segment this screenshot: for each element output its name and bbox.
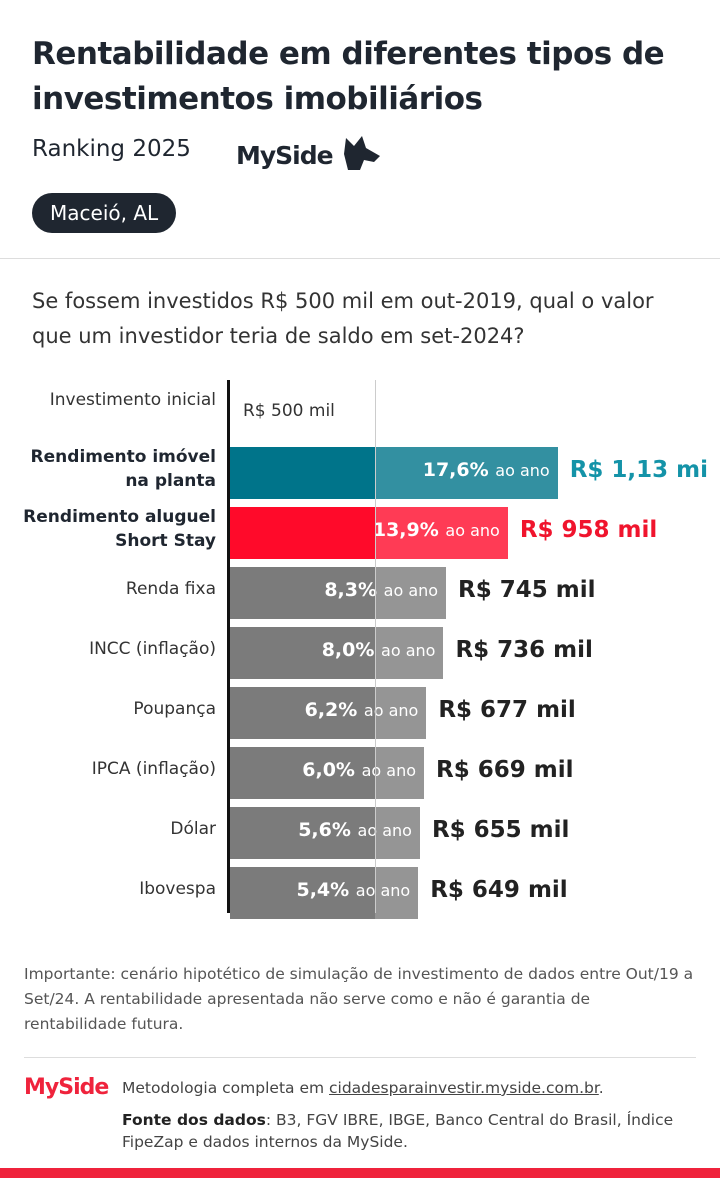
category-label: Rendimento aluguel Short Stay [23,507,216,551]
bar [230,807,420,859]
category-label: Rendimento imóvel na planta [30,447,216,491]
title: Rentabilidade em diferentes tipos de inv… [32,36,665,117]
rate-unit: ao ano [355,881,411,900]
rate: 5,6% [298,819,351,841]
rate-unit: ao ano [363,701,419,720]
category-label: IPCA (inflação) [91,759,216,779]
bar [230,747,424,799]
footer-brand: MySide [24,1075,109,1100]
dog-icon [344,136,381,170]
rate-label: 8,0% ao ano [322,639,436,661]
value-label: R$ 1,13 mi [569,457,709,483]
bar [230,687,427,739]
category-label: Dólar [170,819,216,839]
chart-title: Se fossem investidos R$ 500 mil em out-2… [32,289,654,348]
category-label: INCC (inflação) [89,639,216,659]
rate-unit: ao ano [381,641,436,660]
value-label: R$ 736 mil [455,637,593,663]
rate: 13,9% [372,519,439,541]
bar [230,867,419,919]
category-label: Investimento inicial [49,390,216,410]
rate: 6,0% [302,759,355,781]
rate-label: 8,3% ao ano [324,579,438,601]
rate: 5,4% [296,879,350,901]
rate-label: 5,4% ao ano [296,879,410,901]
note: Importante: cenário hipotético de simula… [24,965,694,1033]
value-label: R$ 649 mil [430,877,568,903]
value-label: R$ 677 mil [438,697,576,723]
value-label: R$ 745 mil [458,577,596,603]
value-label: R$ 669 mil [436,757,574,783]
rate: 17,6% [422,459,489,481]
methodology: Metodologia completa em cidadesparainves… [122,1077,682,1099]
rate: 8,3% [324,579,378,601]
divider [24,1057,696,1058]
bar [230,447,558,499]
brand-logo: MySide [236,134,382,172]
category-label: Renda fixa [125,579,216,599]
source-text: : B3, FGV IBRE, IBGE, Banco Central do B… [122,1111,674,1151]
link[interactable]: cidadesparainvestir.myside.com.br [329,1079,599,1097]
subtitle: Ranking 2025 [32,136,191,162]
chart: Investimento inicial R$ 500 mil Rendimento… [23,380,709,919]
bottom-strip [0,1168,720,1178]
rate-label: 6,0% ao ano [302,759,416,781]
rate-label: 17,6% ao ano [423,459,550,481]
initial-label: R$ 500 mil [243,401,335,421]
value-label: R$ 655 mil [431,817,570,843]
bar [230,567,447,619]
reference-line [375,380,376,913]
source-label: Fonte dos dados [122,1111,266,1129]
divider [0,258,720,259]
rate: 8,0% [321,639,375,661]
rate-unit: ao ano [383,581,439,600]
bar [230,627,444,679]
rate-label: 13,9% ao ano [373,519,500,541]
rate-unit: ao ano [361,761,417,780]
bar [230,507,508,559]
category-label: Ibovespa [139,879,216,899]
category-label: Poupança [133,699,216,719]
value-label: R$ 958 mil [519,517,658,543]
rate-label: 6,2% ao ano [305,699,419,721]
rate-unit: ao ano [445,521,500,540]
method-text: Metodologia completa em [122,1079,325,1097]
sources: Fonte dos dados: B3, FGV IBRE, IBGE, Ban… [122,1109,682,1153]
rate-unit: ao ano [357,821,412,840]
method-end: . [598,1079,604,1097]
axis-line [227,380,230,913]
rate-label: 5,6% ao ano [298,819,412,841]
rate-unit: ao ano [495,461,550,480]
location-pill: Maceió, AL [32,193,177,233]
brand: MySide [236,141,334,170]
rate: 6,2% [304,699,358,721]
